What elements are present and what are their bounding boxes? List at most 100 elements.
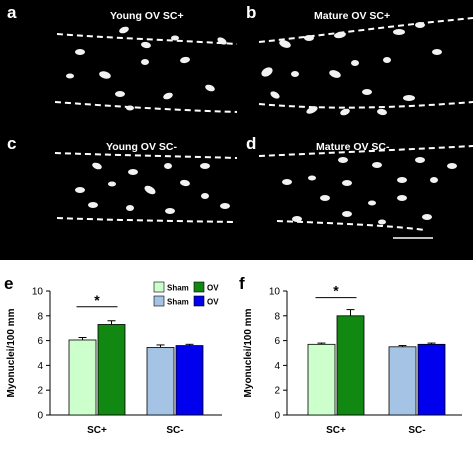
panel-label-d: d: [246, 134, 257, 153]
nucleus: [447, 163, 457, 169]
nucleus: [115, 91, 125, 97]
chart-label-f: f: [239, 274, 245, 293]
nucleus: [320, 195, 330, 201]
nucleus: [334, 31, 346, 39]
chart-e-svg: 0 2 4 6 8 10 Myonuclei/100 mm SC+ SC- * Sham OV Sham…: [6, 281, 222, 436]
nucleus: [180, 56, 190, 64]
panel-title-b: Mature OV SC+: [314, 10, 391, 22]
legend-swatch: [153, 281, 165, 293]
nucleus: [304, 35, 314, 41]
category-label: SC-: [166, 425, 183, 436]
mic-b-svg: [258, 17, 473, 116]
category-label: SC+: [326, 425, 346, 436]
y-tick-label: 8: [37, 311, 43, 322]
nucleus: [291, 71, 299, 77]
nucleus: [378, 219, 386, 225]
nucleus: [292, 216, 302, 222]
nucleus: [342, 211, 352, 217]
y-tick-label: 8: [274, 311, 280, 322]
y-tick-label: 0: [37, 411, 43, 422]
nucleus: [163, 92, 173, 100]
chart-f: 0 2 4 6 8 10 Myonuclei/100 mm SC+ SC- *: [237, 270, 473, 455]
nucleus: [306, 106, 318, 114]
bar-ov-sc-minus: [175, 345, 204, 416]
y-tick-label: 4: [274, 361, 280, 372]
panel-label-b: b: [246, 3, 257, 22]
nucleus: [99, 71, 111, 79]
y-tick-label: 6: [274, 336, 280, 347]
significance-marker: *: [333, 283, 339, 299]
y-tick-label: 4: [37, 361, 43, 372]
nucleus: [329, 70, 341, 78]
fiber-border: [54, 152, 237, 159]
nucleus: [144, 185, 156, 195]
chart-e: 0 2 4 6 8 10 Myonuclei/100 mm SC+ SC- * Sham OV Sham…: [0, 270, 237, 455]
bar-sham-sc-plus: [307, 343, 336, 416]
nucleus: [383, 57, 391, 63]
nucleus: [261, 67, 273, 77]
nucleus: [397, 195, 407, 201]
nucleus: [432, 49, 442, 55]
significance-marker: *: [94, 292, 100, 308]
legend-swatch: [193, 281, 205, 293]
fiber-border: [258, 101, 473, 109]
nucleus: [415, 22, 425, 28]
nucleus: [362, 89, 372, 95]
nucleus: [393, 29, 405, 35]
fiber-border: [56, 217, 237, 223]
nucleus: [66, 73, 74, 79]
nucleus: [75, 49, 85, 55]
mic-d-svg: [258, 145, 473, 239]
nucleus: [415, 157, 425, 163]
nucleus: [338, 157, 348, 163]
y-tick-label: 2: [37, 386, 43, 397]
nucleus: [171, 35, 179, 41]
y-tick-label: 10: [269, 287, 281, 298]
nucleus: [141, 41, 151, 49]
micrograph-c: [0, 128, 237, 260]
y-axis-label: Myonuclei/100 mm: [243, 308, 254, 397]
legend-label: Sham: [167, 284, 189, 293]
nucleus: [422, 214, 432, 220]
fiber-border: [258, 145, 473, 157]
panel-title-a: Young OV SC+: [110, 10, 184, 22]
nucleus: [164, 163, 172, 169]
mic-c-svg: [54, 152, 237, 223]
nucleus: [119, 26, 129, 34]
y-tick-label: 0: [274, 411, 280, 422]
y-axis-label: Myonuclei/100 mm: [6, 308, 17, 397]
nucleus: [108, 181, 116, 187]
nucleus: [128, 169, 138, 175]
nucleus: [372, 162, 382, 168]
nucleus: [205, 84, 215, 92]
nucleus: [377, 108, 387, 116]
bar-ov-sc-plus: [97, 324, 126, 416]
bar-ov-sc-minus: [417, 343, 446, 416]
nucleus: [126, 205, 134, 211]
y-tick-label: 10: [32, 287, 44, 298]
bar-sham-sc-minus: [146, 347, 175, 416]
legend-label: OV: [207, 284, 219, 293]
nucleus: [180, 179, 190, 187]
nucleus: [220, 203, 230, 209]
bar-sham-sc-minus: [388, 346, 417, 416]
nucleus: [342, 180, 352, 186]
category-label: SC-: [408, 425, 425, 436]
nucleus: [368, 200, 376, 206]
nucleus: [270, 91, 280, 99]
y-tick-label: 2: [274, 386, 280, 397]
nucleus: [340, 108, 350, 116]
nucleus: [165, 208, 175, 214]
legend-label: OV: [207, 298, 219, 307]
panel-title-c: Young OV SC-: [106, 141, 177, 153]
fiber-border: [56, 33, 237, 45]
nucleus: [403, 95, 415, 101]
chart-label-e: e: [4, 274, 14, 293]
nucleus: [279, 40, 291, 48]
legend-swatch: [153, 295, 165, 307]
nucleus: [282, 179, 292, 185]
nucleus: [430, 177, 438, 183]
bar-sham-sc-plus: [68, 339, 97, 416]
nucleus: [200, 163, 210, 169]
legend-label: Sham: [167, 298, 189, 307]
